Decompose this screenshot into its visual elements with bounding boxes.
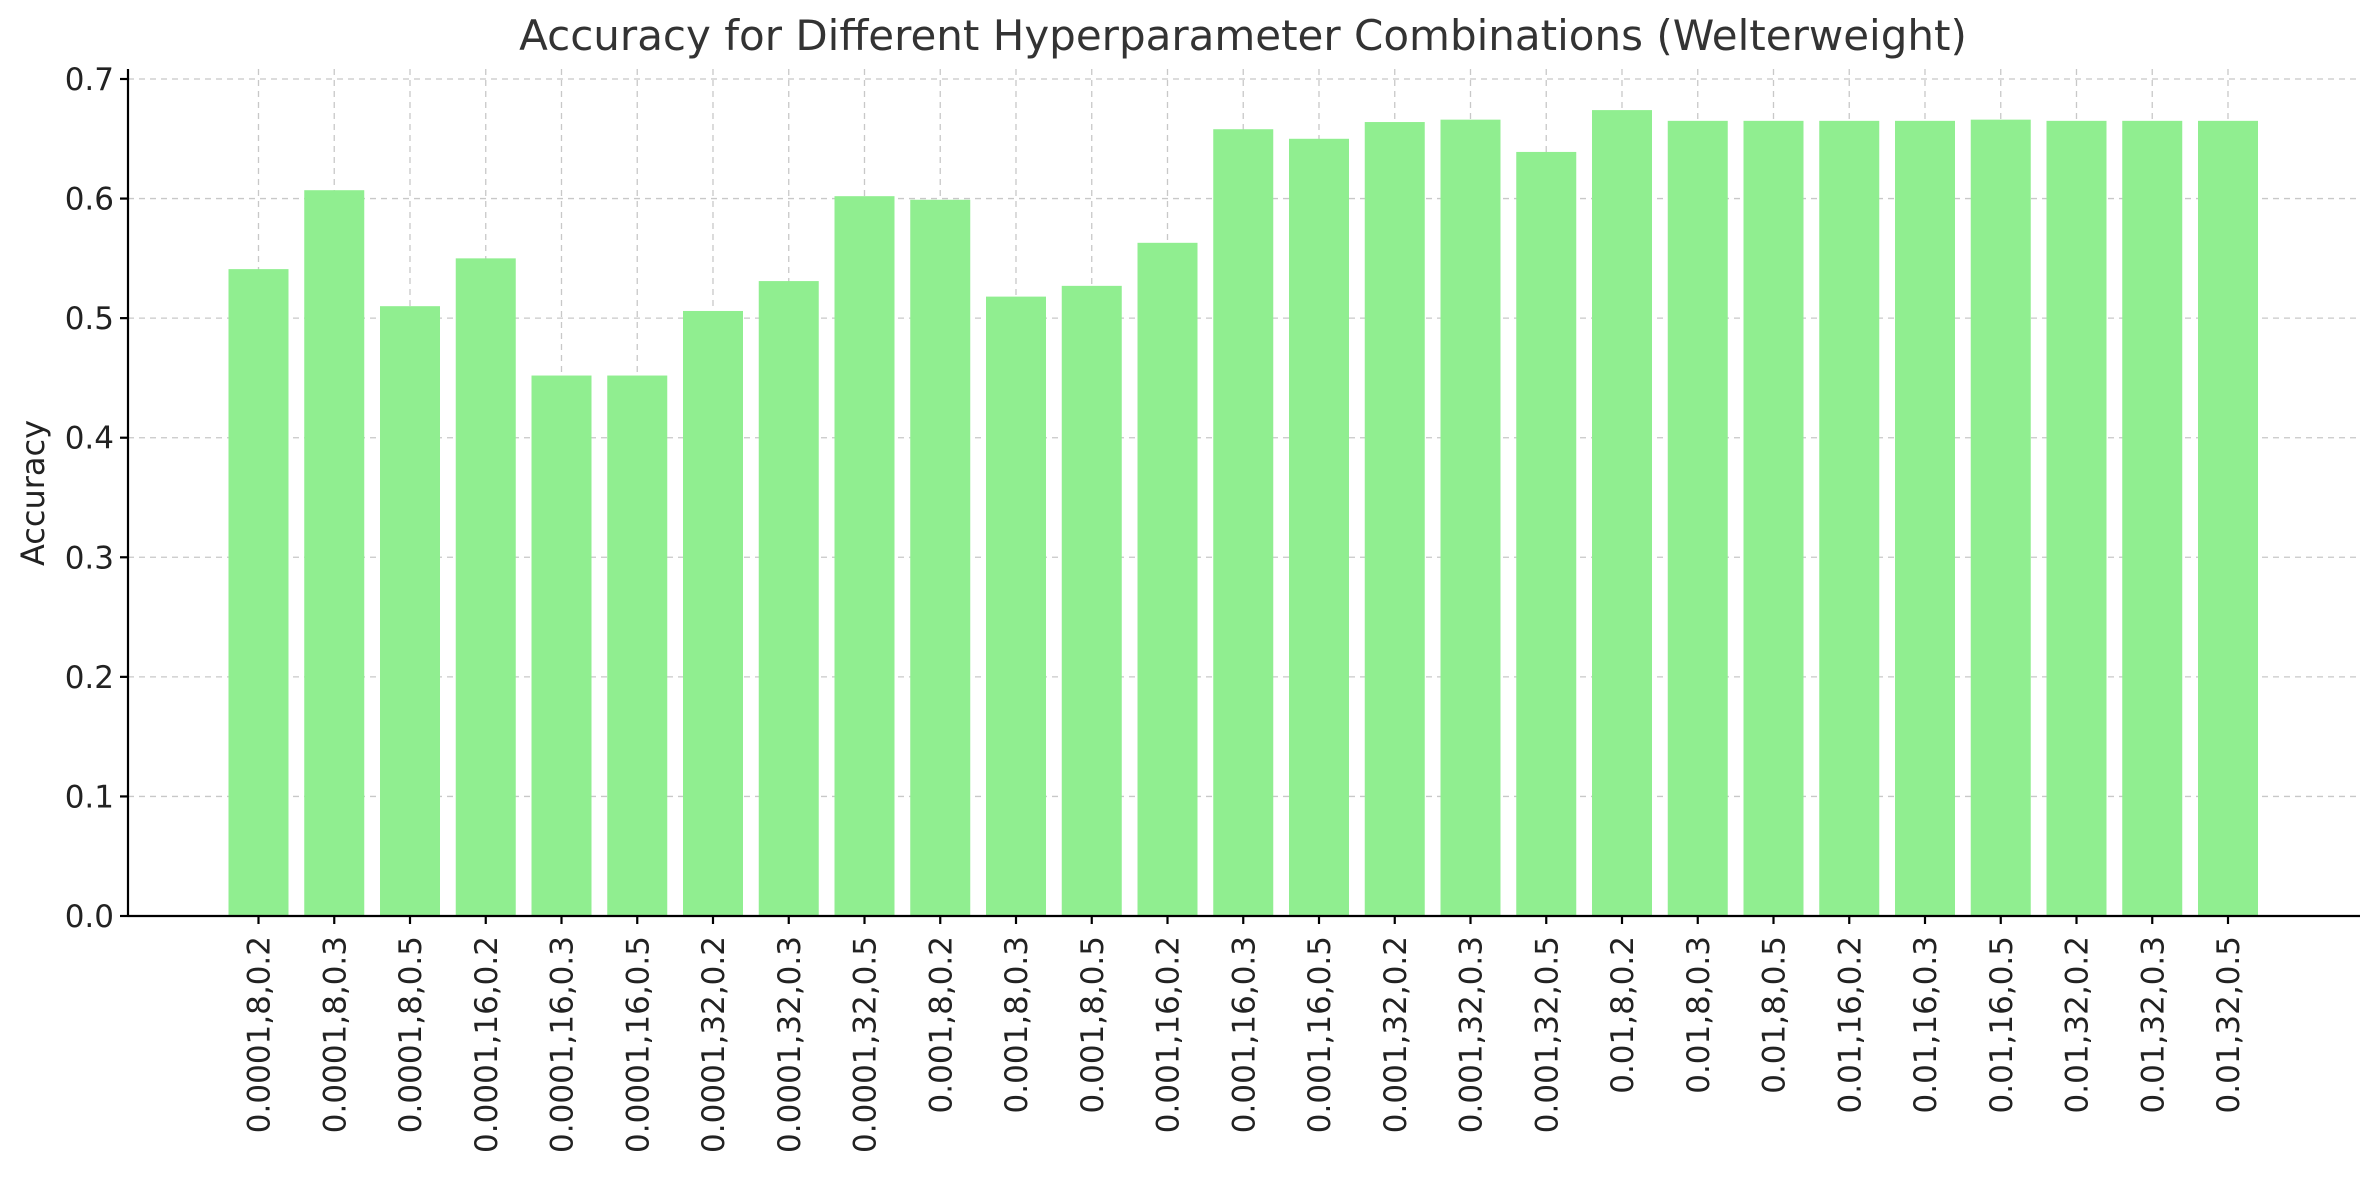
bar [1440, 119, 1501, 916]
bar [607, 375, 668, 917]
x-tick-label: 0.0001,8,0.2 [242, 936, 278, 1133]
x-tick-label: 0.001,32,0.3 [1454, 936, 1490, 1133]
bar [1061, 285, 1122, 916]
x-tick-label: 0.0001,8,0.5 [393, 936, 429, 1133]
bar [758, 281, 819, 917]
axes [120, 69, 2360, 924]
x-tick-label: 0.01,8,0.5 [1757, 936, 1793, 1094]
bar [910, 199, 971, 916]
bar [304, 190, 365, 917]
y-tick-label: 0.7 [65, 62, 114, 98]
bar [1592, 110, 1652, 917]
y-tick-label: 0.3 [65, 540, 114, 576]
x-tick-label: 0.001,8,0.5 [1075, 936, 1111, 1113]
chart-title: Accuracy for Different Hyperparameter Co… [519, 11, 1967, 60]
x-tick-label: 0.0001,16,0.2 [469, 936, 505, 1153]
bar [531, 375, 592, 917]
x-tick-label: 0.001,16,0.3 [1226, 936, 1262, 1133]
bar [834, 196, 895, 916]
y-tick-labels: 0.0 0.1 0.2 0.3 0.4 0.5 0.6 0.7 [65, 62, 114, 935]
bar [1743, 120, 1804, 917]
x-tick-label: 0.0001,32,0.2 [696, 936, 732, 1153]
x-tick-label: 0.0001,32,0.3 [772, 936, 808, 1153]
bar [1364, 122, 1425, 916]
bar [1667, 120, 1728, 917]
x-tick-label: 0.0001,8,0.3 [317, 936, 353, 1133]
bar [1970, 119, 2031, 916]
bar [2198, 120, 2258, 917]
x-tick-label: 0.01,16,0.3 [1908, 936, 1944, 1113]
x-tick-label: 0.001,8,0.2 [923, 936, 959, 1113]
x-tick-label: 0.01,8,0.3 [1681, 936, 1717, 1094]
bar [1137, 242, 1198, 916]
bar [683, 310, 743, 916]
x-tick-label: 0.01,32,0.2 [2060, 936, 2096, 1113]
x-tick-label: 0.01,32,0.3 [2135, 936, 2171, 1113]
x-tick-label: 0.001,8,0.3 [999, 936, 1035, 1113]
bar [2122, 120, 2183, 917]
y-tick-label: 0.2 [65, 660, 114, 696]
y-tick-label: 0.5 [65, 301, 114, 337]
bar [228, 269, 289, 917]
x-tick-label: 0.001,16,0.5 [1302, 936, 1338, 1133]
x-tick-label: 0.0001,32,0.5 [848, 936, 884, 1153]
bar [1895, 120, 1955, 917]
x-tick-label: 0.001,16,0.2 [1151, 936, 1187, 1133]
y-axis-label: Accuracy [14, 420, 52, 566]
bar [1819, 120, 1880, 917]
x-tick-label: 0.01,16,0.2 [1832, 936, 1868, 1113]
x-tick-label: 0.001,32,0.5 [1529, 936, 1565, 1133]
x-tick-label: 0.01,32,0.5 [2211, 936, 2247, 1113]
y-tick-label: 0.0 [65, 899, 114, 935]
x-tick-label: 0.01,16,0.5 [1984, 936, 2020, 1113]
bar [986, 296, 1046, 916]
bar [380, 306, 440, 917]
x-tick-label: 0.0001,16,0.5 [620, 936, 656, 1153]
y-tick-label: 0.4 [65, 421, 114, 457]
bar [1516, 151, 1577, 916]
x-tick-labels: 0.0001,8,0.2 0.0001,8,0.3 0.0001,8,0.5 0.00… [242, 936, 2248, 1153]
x-tick-label: 0.0001,16,0.3 [545, 936, 581, 1153]
bar [1213, 129, 1274, 917]
bar [455, 258, 516, 916]
x-tick-label: 0.001,32,0.2 [1378, 936, 1414, 1133]
bar [2046, 120, 2107, 917]
y-tick-label: 0.6 [65, 182, 114, 218]
y-tick-label: 0.1 [65, 779, 114, 815]
bars [228, 110, 2258, 917]
x-tick-label: 0.01,8,0.2 [1605, 936, 1641, 1094]
bar [1289, 138, 1349, 917]
